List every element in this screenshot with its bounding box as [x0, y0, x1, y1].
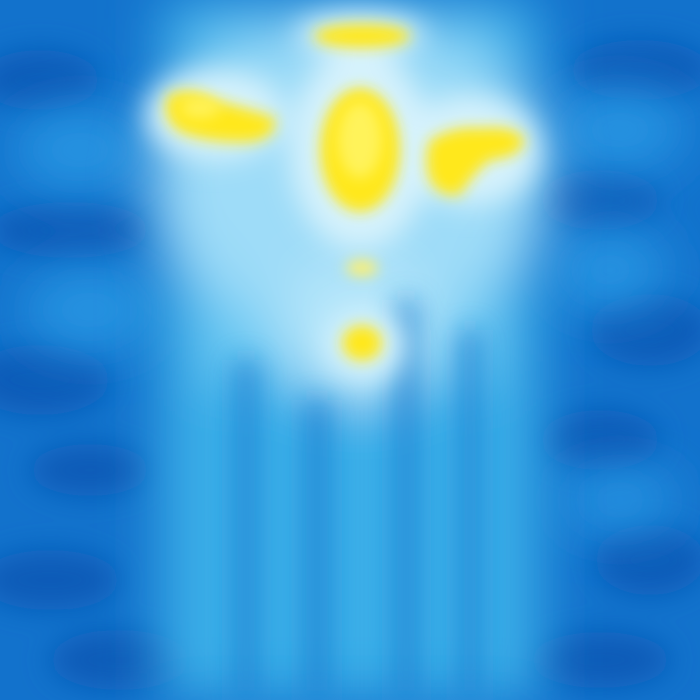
side-mottling — [0, 40, 700, 690]
warm-spot-lower — [342, 325, 382, 361]
hot-spot-right — [426, 127, 525, 196]
mid-glow — [10, 90, 690, 530]
hot-cores — [180, 98, 382, 178]
warm-dot-mid — [346, 260, 378, 276]
hot-ring-top — [314, 24, 410, 48]
vertical-stripes — [235, 300, 480, 700]
